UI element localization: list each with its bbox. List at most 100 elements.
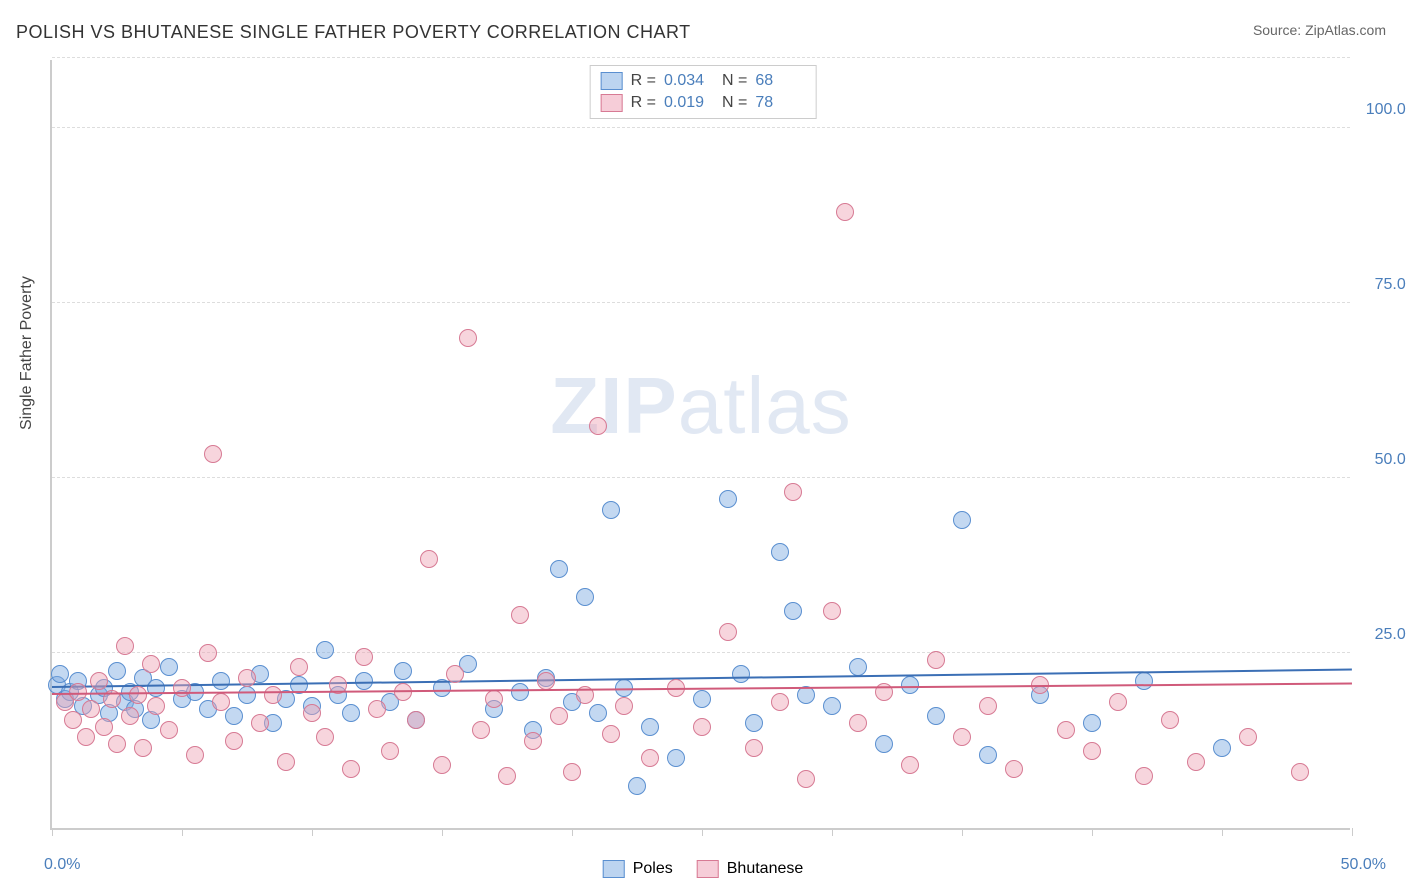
stats-legend: R =0.034N =68R =0.019N =78 [590,65,817,119]
x-axis-max-label: 50.0% [1341,856,1386,874]
data-point-bhutanese [264,686,282,704]
data-point-bhutanese [511,606,529,624]
data-point-bhutanese [95,718,113,736]
data-point-bhutanese [589,417,607,435]
r-value: 0.019 [664,94,714,112]
data-point-bhutanese [1135,767,1153,785]
data-point-poles [849,658,867,676]
data-point-bhutanese [116,637,134,655]
data-point-poles [602,501,620,519]
data-point-bhutanese [64,711,82,729]
data-point-bhutanese [927,651,945,669]
y-tick-label: 75.0% [1360,276,1406,294]
y-tick-label: 50.0% [1360,451,1406,469]
stats-row-poles: R =0.034N =68 [601,70,806,92]
data-point-poles [979,746,997,764]
data-point-bhutanese [368,700,386,718]
data-point-bhutanese [134,739,152,757]
data-point-poles [667,749,685,767]
data-point-bhutanese [446,665,464,683]
watermark-bold: ZIP [550,361,677,450]
data-point-bhutanese [836,203,854,221]
data-point-poles [732,665,750,683]
data-point-poles [641,718,659,736]
x-tick [1352,828,1353,836]
data-point-bhutanese [745,739,763,757]
data-point-bhutanese [602,725,620,743]
data-point-poles [576,588,594,606]
source-label: Source: [1253,22,1301,38]
data-point-bhutanese [1161,711,1179,729]
data-point-bhutanese [1005,760,1023,778]
data-point-poles [1213,739,1231,757]
x-tick [442,828,443,836]
x-tick [572,828,573,836]
data-point-poles [394,662,412,680]
data-point-poles [719,490,737,508]
data-point-bhutanese [225,732,243,750]
r-value: 0.034 [664,72,714,90]
data-point-poles [875,735,893,753]
x-axis-min-label: 0.0% [44,856,80,874]
data-point-bhutanese [550,707,568,725]
grid-line [52,477,1350,478]
data-point-bhutanese [719,623,737,641]
legend-label: Poles [633,860,673,878]
data-point-bhutanese [615,697,633,715]
data-point-bhutanese [160,721,178,739]
data-point-bhutanese [316,728,334,746]
data-point-poles [901,676,919,694]
data-point-poles [1135,672,1153,690]
data-point-bhutanese [186,746,204,764]
data-point-poles [693,690,711,708]
data-point-bhutanese [485,690,503,708]
swatch-poles [601,72,623,90]
data-point-bhutanese [129,686,147,704]
data-point-bhutanese [420,550,438,568]
x-tick [702,828,703,836]
data-point-bhutanese [459,329,477,347]
x-tick [312,828,313,836]
data-point-poles [316,641,334,659]
data-point-bhutanese [953,728,971,746]
data-point-poles [108,662,126,680]
data-point-bhutanese [303,704,321,722]
data-point-bhutanese [199,644,217,662]
data-point-bhutanese [355,648,373,666]
data-point-bhutanese [1291,763,1309,781]
data-point-bhutanese [173,679,191,697]
x-tick [832,828,833,836]
r-label: R = [631,94,656,112]
source-value: ZipAtlas.com [1305,22,1386,38]
data-point-bhutanese [784,483,802,501]
data-point-bhutanese [142,655,160,673]
data-point-poles [225,707,243,725]
data-point-bhutanese [381,742,399,760]
chart-title: POLISH VS BHUTANESE SINGLE FATHER POVERT… [16,22,691,43]
data-point-poles [1083,714,1101,732]
data-point-bhutanese [204,445,222,463]
data-point-bhutanese [277,753,295,771]
data-point-poles [771,543,789,561]
data-point-bhutanese [797,770,815,788]
n-value: 78 [755,94,805,112]
data-point-bhutanese [901,756,919,774]
data-point-poles [550,560,568,578]
x-tick [962,828,963,836]
legend-label: Bhutanese [727,860,804,878]
legend-swatch [603,860,625,878]
data-point-bhutanese [1187,753,1205,771]
data-point-poles [784,602,802,620]
data-point-bhutanese [641,749,659,767]
data-point-bhutanese [1109,693,1127,711]
x-tick [1222,828,1223,836]
data-point-bhutanese [498,767,516,785]
legend-item: Poles [603,860,673,878]
data-point-bhutanese [1057,721,1075,739]
x-tick [52,828,53,836]
x-tick [1092,828,1093,836]
data-point-bhutanese [1239,728,1257,746]
data-point-bhutanese [875,683,893,701]
data-point-poles [238,686,256,704]
data-point-bhutanese [563,763,581,781]
